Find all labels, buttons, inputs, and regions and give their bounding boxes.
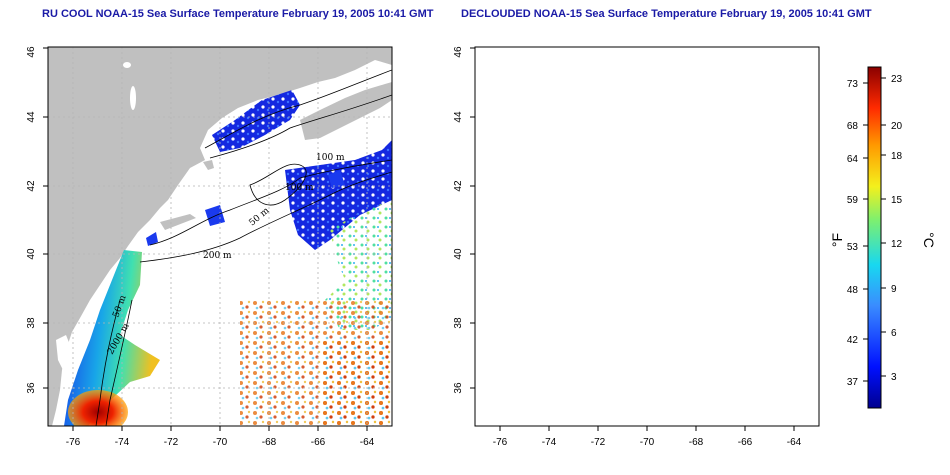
fahrenheit-tick: 73 bbox=[847, 79, 859, 90]
sst-offshore-warm bbox=[320, 340, 392, 426]
lon-tick-label: -68 bbox=[689, 437, 704, 448]
right-lat-axis bbox=[470, 47, 475, 389]
celsius-tick: 15 bbox=[891, 195, 903, 206]
chesapeake-bay bbox=[483, 335, 499, 372]
lat-tick-label: 36 bbox=[453, 382, 464, 394]
left-map-title: RU COOL NOAA-15 Sea Surface Temperature … bbox=[42, 8, 434, 20]
right-map-frame bbox=[474, 46, 820, 427]
bathymetry-contours bbox=[95, 69, 392, 426]
contour-label: 50 m bbox=[538, 294, 555, 319]
lon-tick-label: -64 bbox=[787, 437, 802, 448]
lon-tick-label: -74 bbox=[542, 437, 557, 448]
sst-warm-gulfstream bbox=[68, 390, 128, 426]
lat-tick-label: 38 bbox=[453, 317, 464, 329]
right-lon-labels: -76 -74 -72 -70 -68 -66 -64 bbox=[493, 437, 802, 448]
lon-tick-label: -64 bbox=[360, 437, 375, 448]
celsius-tick: 3 bbox=[891, 372, 897, 383]
lake bbox=[123, 62, 131, 68]
fahrenheit-tick: 42 bbox=[847, 335, 859, 346]
lon-tick-label: -72 bbox=[164, 437, 179, 448]
left-lat-labels: 36 38 40 42 44 46 bbox=[26, 46, 37, 394]
lat-tick-label: 40 bbox=[453, 248, 464, 260]
sst-northeast-channel bbox=[325, 200, 392, 330]
fahrenheit-tick: 53 bbox=[847, 242, 859, 253]
colorbar-gradient bbox=[867, 66, 882, 409]
sst-cold-shelf bbox=[285, 140, 392, 250]
lon-tick-label: -76 bbox=[493, 437, 508, 448]
contour-label: 100 m bbox=[316, 153, 345, 163]
right-lat-labels: 36 38 40 42 44 46 bbox=[453, 46, 464, 394]
lon-tick-label: -70 bbox=[213, 437, 228, 448]
contour-labels: 100 m 100 m 50 m 200 m 50 m 2000 m bbox=[533, 153, 772, 357]
lat-tick-label: 44 bbox=[26, 111, 37, 123]
fahrenheit-tick: 59 bbox=[847, 195, 859, 206]
sst-coastal-band bbox=[64, 250, 160, 426]
long-island bbox=[160, 214, 196, 230]
contour-label: 100 m bbox=[285, 183, 314, 193]
lon-tick-label: -66 bbox=[738, 437, 753, 448]
celsius-tick: 12 bbox=[891, 239, 903, 250]
lat-tick-label: 46 bbox=[453, 46, 464, 58]
celsius-tick: 18 bbox=[891, 151, 903, 162]
nova-scotia bbox=[727, 82, 819, 140]
contour-label: 2000 m bbox=[533, 321, 559, 356]
lat-tick-label: 42 bbox=[26, 180, 37, 192]
lon-tick-label: -68 bbox=[262, 437, 277, 448]
sst-warm-gulfstream bbox=[519, 396, 543, 426]
lon-tick-label: -74 bbox=[115, 437, 130, 448]
land-mass bbox=[48, 47, 392, 426]
sst-coastal-band bbox=[503, 250, 575, 400]
celsius-unit-label: °C bbox=[921, 232, 937, 248]
lake bbox=[557, 86, 563, 110]
fahrenheit-tick: 37 bbox=[847, 377, 859, 388]
chesapeake-bay bbox=[56, 335, 72, 372]
fahrenheit-tick: 68 bbox=[847, 121, 859, 132]
lat-tick-label: 46 bbox=[26, 46, 37, 58]
contour-label: 100 m bbox=[712, 183, 741, 193]
temperature-colorbar: 73 68 64 59 53 48 42 37 23 20 18 15 12 9… bbox=[829, 66, 937, 409]
right-map-title: DECLOUDED NOAA-15 Sea Surface Temperatur… bbox=[461, 8, 872, 20]
lat-tick-label: 42 bbox=[453, 180, 464, 192]
contour-label: 100 m bbox=[743, 153, 772, 163]
nova-scotia bbox=[300, 82, 392, 140]
fahrenheit-tick: 48 bbox=[847, 285, 859, 296]
lat-tick-label: 44 bbox=[453, 111, 464, 123]
celsius-tick: 9 bbox=[891, 284, 897, 295]
lat-tick-label: 38 bbox=[26, 317, 37, 329]
lat-tick-label: 40 bbox=[26, 248, 37, 260]
celsius-tick: 6 bbox=[891, 328, 897, 339]
left-lat-axis bbox=[43, 47, 48, 389]
sst-cold-shelf bbox=[587, 142, 789, 232]
lake bbox=[130, 86, 136, 110]
contour-label: 200 m bbox=[630, 251, 659, 261]
left-lon-labels: -76 -74 -72 -70 -68 -66 -64 bbox=[66, 437, 375, 448]
lon-tick-label: -70 bbox=[640, 437, 655, 448]
celsius-tick: 20 bbox=[891, 121, 903, 132]
contour-label: 200 m bbox=[203, 251, 232, 261]
ocean-background bbox=[475, 47, 819, 426]
fahrenheit-unit-label: °F bbox=[829, 233, 845, 247]
graticule bbox=[475, 47, 819, 426]
lon-tick-label: -66 bbox=[311, 437, 326, 448]
lon-tick-label: -76 bbox=[66, 437, 81, 448]
lake bbox=[550, 62, 558, 68]
fahrenheit-tick: 64 bbox=[847, 154, 859, 165]
lon-tick-label: -72 bbox=[591, 437, 606, 448]
graticule bbox=[48, 47, 392, 426]
contour-label: 50 m bbox=[675, 206, 699, 229]
land-mass bbox=[475, 47, 819, 426]
left-lon-axis bbox=[72, 426, 368, 431]
right-sst-map: 100 m 100 m 50 m 200 m 50 m 2000 m bbox=[475, 47, 819, 426]
left-sst-map: 100 m 100 m 50 m 200 m 50 m 2000 m bbox=[48, 47, 392, 426]
celsius-tick: 23 bbox=[891, 74, 903, 85]
long-island bbox=[587, 214, 623, 230]
cape-cod bbox=[203, 160, 214, 170]
right-lon-axis bbox=[499, 426, 795, 431]
sst-offshore-warm bbox=[725, 350, 816, 420]
cape-cod bbox=[630, 160, 641, 170]
bathymetry-contours bbox=[523, 70, 819, 426]
sst-cold-shelf bbox=[649, 96, 707, 146]
lat-tick-label: 36 bbox=[26, 382, 37, 394]
